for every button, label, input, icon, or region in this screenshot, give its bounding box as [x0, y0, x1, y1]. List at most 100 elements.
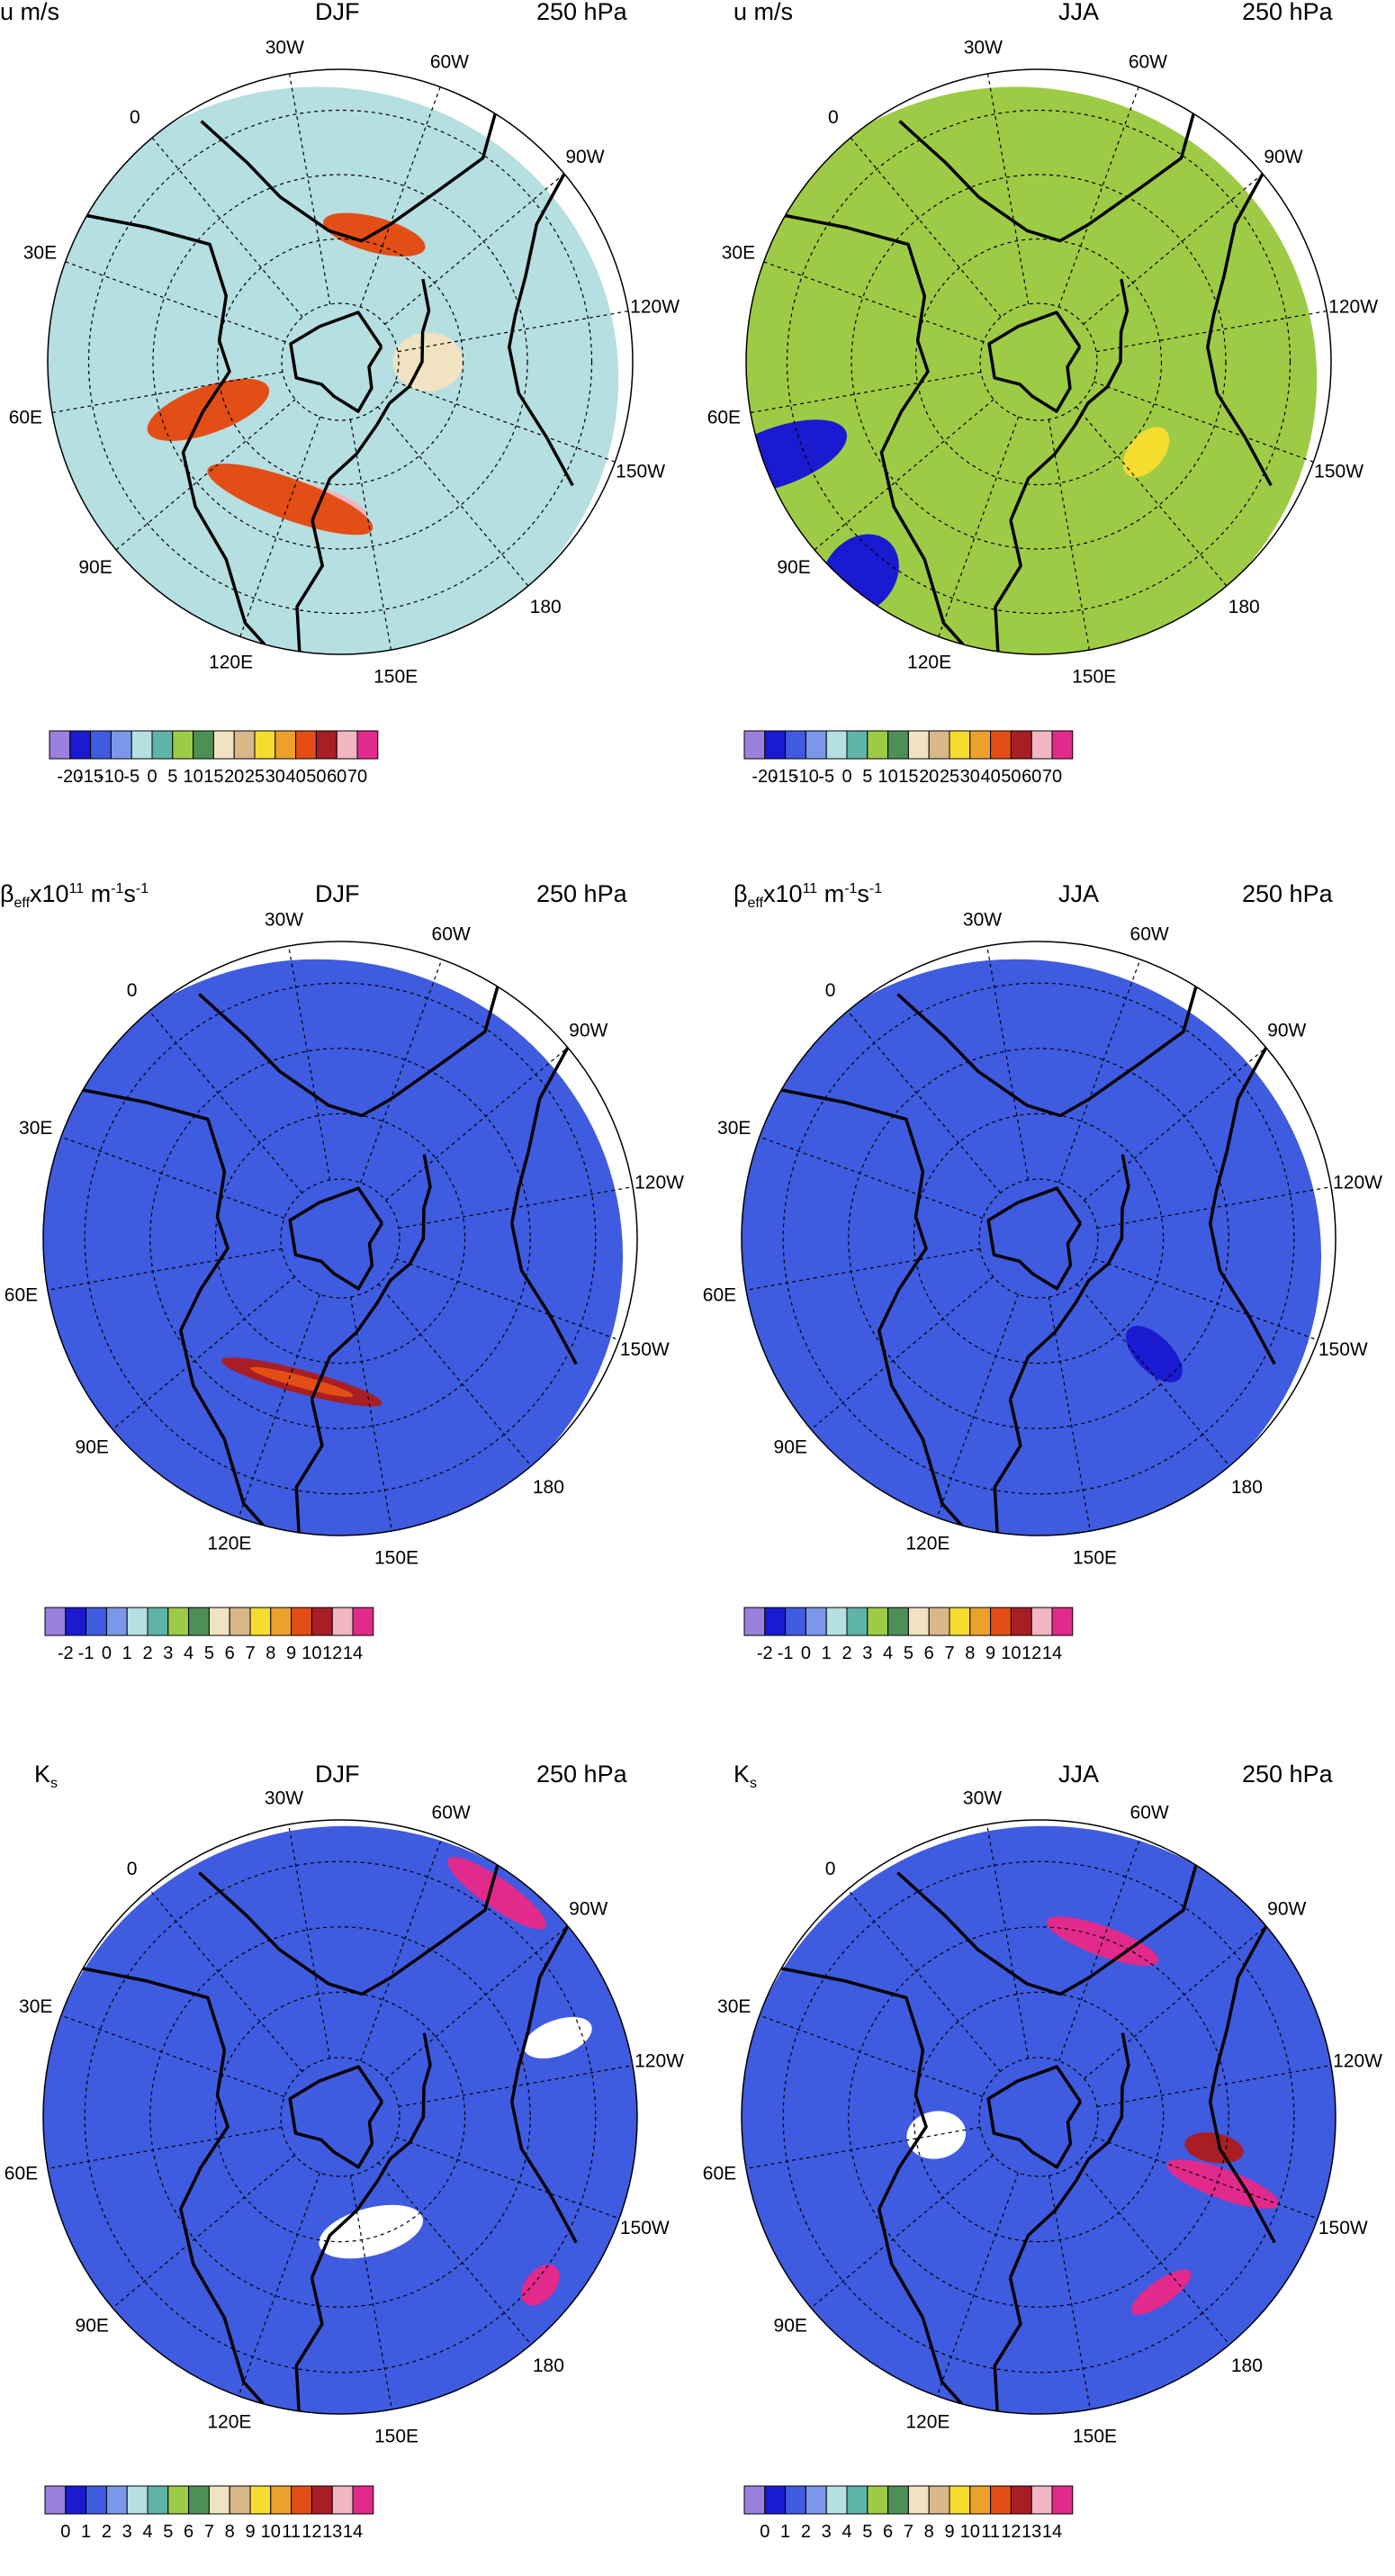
contour-band [742, 1825, 1336, 2414]
graticule [51, 73, 629, 651]
meridian-line [385, 1047, 569, 1202]
meridian-line [1094, 2137, 1318, 2220]
meridian-line [986, 945, 1030, 1181]
longitude-label: 150E [1072, 667, 1116, 688]
meridian-line [810, 1275, 994, 1430]
longitude-label: 60E [4, 2164, 38, 2184]
colorbar-swatch [356, 730, 379, 760]
coastline [198, 986, 500, 1118]
meridian-line [1093, 381, 1314, 463]
colorbar-swatch [249, 2485, 272, 2515]
longitude-labels: 30W 60W 0 90W 30E 120W 60E 150W 90E 180 120E 150E [9, 37, 680, 687]
longitude-label: 60E [4, 1285, 38, 1306]
meridian-line [115, 399, 296, 551]
longitude-label: 0 [127, 1859, 138, 1879]
colorbar-tick-label: 7 [204, 2522, 214, 2542]
colorbar-tick-label: 12 [1022, 1644, 1041, 1663]
latitude-circle [214, 1112, 466, 1365]
colorbar-swatch [825, 1607, 848, 1636]
longitude-label: 120W [1333, 1172, 1382, 1193]
longitude-label: 60E [9, 408, 42, 428]
meridian-line [288, 1824, 331, 2059]
longitude-label: 60W [1130, 924, 1169, 945]
meridian-line [1048, 2175, 1091, 2410]
map-outline [745, 68, 1332, 655]
season-label: DJF [315, 0, 360, 25]
season-label: JJA [1058, 0, 1099, 25]
coastline [780, 1967, 963, 2405]
longitude-label: 90W [569, 1899, 608, 1920]
colorbar-swatch [193, 730, 214, 760]
colorbar-swatch [887, 730, 909, 760]
meridian-line [51, 371, 284, 414]
coastline [82, 1967, 265, 2405]
colorbar-tick-label: -2 [58, 1644, 74, 1663]
colorbar-swatch [147, 2485, 169, 2515]
meridian-line [60, 1136, 285, 1219]
meridian-line [1048, 1296, 1091, 1532]
meridian-line [986, 1824, 1030, 2059]
coastline [294, 1399, 324, 1533]
colorbar-swatch [167, 1607, 190, 1636]
longitude-label: 30W [266, 37, 304, 58]
colorbar-swatch [86, 1607, 107, 1636]
coastline [896, 1864, 1198, 1996]
colorbar-swatch [1030, 1607, 1053, 1636]
colorbar-swatch [270, 1607, 292, 1636]
colorbar-swatch [867, 2485, 889, 2515]
colorbar-tick-label: 2 [102, 2522, 112, 2542]
colorbar-swatch [785, 1607, 806, 1636]
longitude-label: 150E [1073, 2427, 1117, 2447]
colorbar-tick-label: 13 [322, 2522, 342, 2542]
coastline [986, 1186, 1082, 1291]
meridian-line [936, 2172, 1019, 2397]
colorbar-tick-label: 60 [327, 767, 346, 787]
meridian-line [814, 399, 994, 551]
contour-band [742, 959, 1322, 1536]
variable-label: u m/s [0, 0, 59, 25]
coastlines [82, 1864, 578, 2411]
longitude-label: 0 [828, 107, 839, 128]
meridian-line [398, 1186, 634, 1229]
colorbar: -2 -1 0 1 2 3 4 5 6 7 8 9 10 12 14 [44, 1607, 374, 1663]
longitude-label: 180 [533, 2355, 564, 2376]
coastline [785, 213, 965, 646]
longitude-label: 90W [1264, 147, 1302, 167]
colorbar: -20-15-10 -5 0 5 10 15 20 25 30 40 50 60 70 [49, 730, 379, 787]
colorbar-tick-label: 5 [204, 1644, 214, 1663]
colorbar-tick-label: 14 [1042, 2522, 1062, 2542]
colorbar-swatch [147, 1607, 169, 1636]
colorbar-swatch [846, 730, 868, 760]
colorbar-swatch [1051, 730, 1074, 760]
longitude-label: 150E [374, 2427, 418, 2447]
colorbar-swatch [805, 1607, 827, 1636]
colorbar-tick-label: -20 [752, 767, 778, 787]
meridian-line [360, 959, 443, 1184]
meridian-line [745, 1247, 981, 1291]
polar-map [47, 68, 634, 655]
meridian-line [112, 1275, 295, 1430]
map-outline [47, 68, 634, 655]
longitude-labels: 30W 60W 0 90W 30E 120W 60E 150W 90E 180 120E 150E [707, 37, 1379, 687]
ks-maximum [1184, 2132, 1244, 2164]
colorbar-swatch [764, 730, 787, 760]
map-outline [42, 941, 638, 1536]
colorbar-swatch [90, 730, 112, 760]
colorbar-swatch [331, 2485, 354, 2515]
polar-map [745, 68, 1332, 655]
longitude-label: 120E [905, 2411, 950, 2432]
colorbar-swatch [785, 730, 806, 760]
meridian-line [1076, 2162, 1230, 2346]
colorbar-swatch [208, 2485, 230, 2515]
colorbar-swatch [805, 730, 827, 760]
colorbar-tick-label: 15 [898, 767, 918, 787]
latitude-circle [782, 1860, 1295, 2373]
longitude-label: 30W [265, 909, 303, 930]
longitude-label: 30W [964, 37, 1003, 58]
colorbar-tick-label: 11 [282, 2522, 301, 2542]
ks-maximum [447, 1857, 547, 1930]
longitude-label: 90W [569, 1021, 608, 1041]
colorbar-swatch [805, 2485, 827, 2515]
colorbar-tick-label: 4 [842, 2522, 851, 2542]
colorbar-swatch [785, 2485, 806, 2515]
